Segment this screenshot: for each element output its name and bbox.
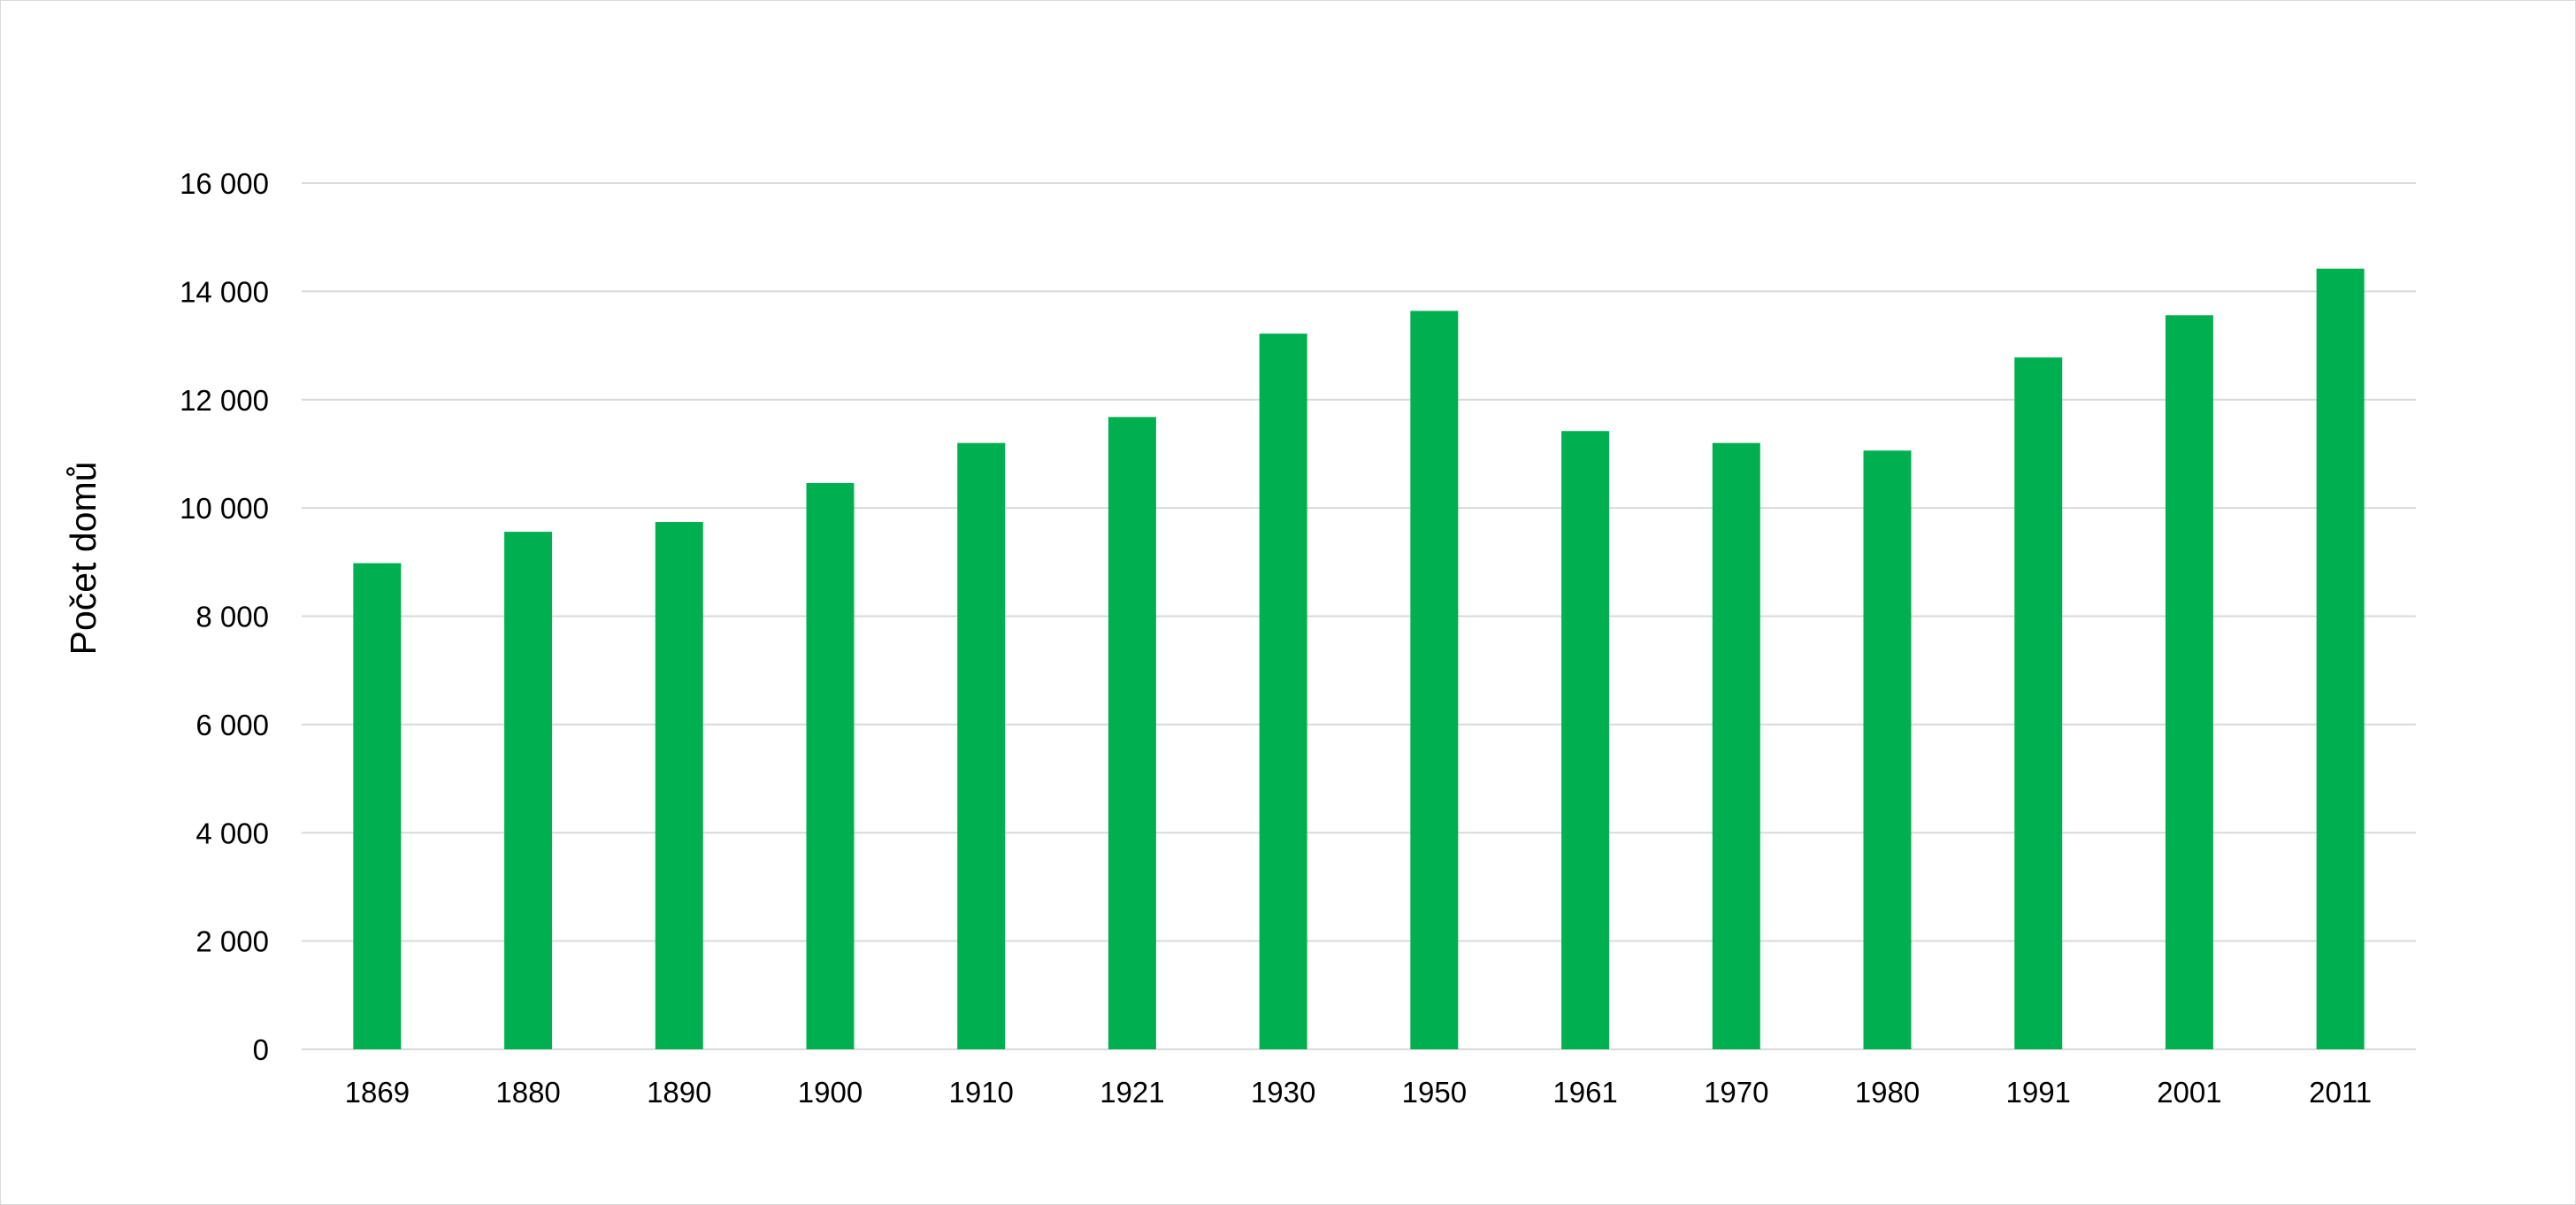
bar-1961 bbox=[1561, 431, 1610, 1049]
bar-1930 bbox=[1259, 334, 1307, 1049]
y-axis-label: Počet domů bbox=[63, 462, 104, 656]
bar-1869 bbox=[353, 563, 402, 1049]
bar-1921 bbox=[1108, 417, 1156, 1050]
bar-1950 bbox=[1410, 311, 1459, 1050]
bar-1880 bbox=[504, 532, 553, 1049]
y-tick-label: 4 000 bbox=[196, 817, 269, 849]
x-tick-label: 1930 bbox=[1251, 1076, 1315, 1109]
y-tick-label: 8 000 bbox=[196, 601, 269, 633]
bar-1980 bbox=[1863, 450, 1912, 1049]
bar-1970 bbox=[1712, 442, 1760, 1049]
gridlines bbox=[302, 182, 2416, 1050]
x-tick-label: 1980 bbox=[1855, 1076, 1920, 1109]
y-tick-label: 10 000 bbox=[180, 492, 269, 525]
bar-1890 bbox=[655, 522, 703, 1049]
x-tick-label: 1991 bbox=[2006, 1076, 2071, 1109]
bar-1991 bbox=[2014, 357, 2063, 1049]
x-tick-label: 2011 bbox=[2309, 1076, 2372, 1109]
x-tick-label: 1970 bbox=[1704, 1076, 1768, 1109]
x-tick-label: 1900 bbox=[798, 1076, 862, 1109]
y-axis-ticks: 0 2 000 4 000 6 000 8 000 10 000 12 000 14 000 1… bbox=[180, 167, 269, 1066]
x-tick-label: 1910 bbox=[949, 1076, 1014, 1109]
x-tick-label: 1869 bbox=[345, 1076, 410, 1109]
y-tick-label: 16 000 bbox=[180, 167, 269, 200]
x-tick-label: 1890 bbox=[647, 1076, 711, 1109]
y-tick-label: 6 000 bbox=[196, 709, 269, 741]
x-tick-label: 2001 bbox=[2157, 1076, 2221, 1109]
y-tick-label: 0 bbox=[253, 1033, 269, 1066]
bar-2011 bbox=[2316, 268, 2365, 1049]
bar-2001 bbox=[2165, 315, 2213, 1049]
x-tick-label: 1961 bbox=[1552, 1076, 1617, 1109]
y-tick-label: 2 000 bbox=[196, 925, 269, 958]
y-tick-label: 12 000 bbox=[180, 384, 269, 417]
x-tick-label: 1921 bbox=[1100, 1076, 1164, 1109]
bar-1910 bbox=[957, 442, 1006, 1049]
bar-1900 bbox=[806, 482, 855, 1049]
y-tick-label: 14 000 bbox=[180, 275, 269, 308]
x-axis-ticks: 1869 1880 1890 1900 1910 1921 1930 1950 1961 1970… bbox=[345, 1076, 2372, 1109]
x-tick-label: 1950 bbox=[1402, 1076, 1467, 1109]
x-tick-label: 1880 bbox=[495, 1076, 560, 1109]
bars bbox=[353, 268, 2365, 1050]
